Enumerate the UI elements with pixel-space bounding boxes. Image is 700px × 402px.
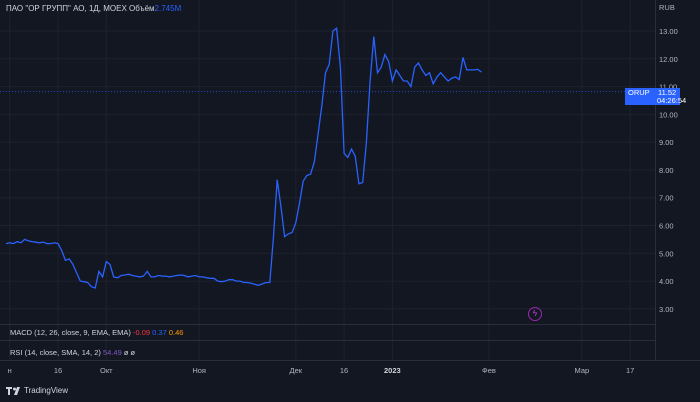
- price-tick-label: 3.00: [659, 305, 674, 314]
- time-tick-label: Окт: [100, 366, 113, 375]
- price-tick-label: 9.00: [659, 138, 674, 147]
- price-tag-value: 11.52: [658, 88, 677, 97]
- macd-value-1: -0.09: [132, 328, 151, 337]
- price-tick-label: 10.00: [659, 110, 678, 119]
- grid: [0, 0, 655, 360]
- rsi-value-3: ø: [130, 348, 136, 357]
- time-tick-label: Дек: [290, 366, 303, 375]
- price-tick-label: 11.00: [659, 83, 677, 92]
- price-tick-label: 12.00: [659, 55, 678, 64]
- tradingview-icon: [6, 386, 20, 395]
- price-tick-label: 13.00: [659, 27, 678, 36]
- price-axis: 3.00 4.00 5.00 6.00 7.00 8.00 9.00 10.00 11.00 12…: [659, 27, 678, 314]
- symbol-title: ПАО "ОР ГРУПП" АО, 1Д, MOEX: [6, 4, 127, 13]
- currency-label: RUB: [659, 3, 675, 12]
- volume-value: 2.745M: [154, 4, 182, 13]
- price-tag-countdown: 04:26:54: [657, 96, 687, 105]
- time-tick-label: Ноя: [192, 366, 206, 375]
- macd-legend[interactable]: MACD (12, 26, close, 9, EMA, EMA) -0.09 …: [10, 328, 183, 337]
- lightning-icon[interactable]: ϟ: [528, 307, 542, 321]
- price-tick-label: 7.00: [659, 194, 674, 203]
- time-tick-label: 16: [54, 366, 62, 375]
- price-tick-label: 6.00: [659, 222, 674, 231]
- tradingview-name: TradingView: [24, 386, 69, 395]
- macd-value-3: 0.46: [168, 328, 184, 337]
- time-axis: н 16 Окт Ноя Дек 16 2023 Фев Мар 17: [8, 366, 635, 375]
- macd-label: MACD (12, 26, close, 9, EMA, EMA): [10, 328, 131, 337]
- volume-label: Объём: [129, 4, 155, 13]
- price-tick-label: 4.00: [659, 277, 674, 286]
- time-tick-label: Фев: [482, 366, 496, 375]
- rsi-value-2: ø: [123, 348, 129, 357]
- time-tick-label: н: [8, 366, 12, 375]
- time-tick-label: Мар: [574, 366, 589, 375]
- time-tick-label: 2023: [384, 366, 401, 375]
- price-line: [5, 26, 482, 289]
- rsi-label: RSI (14, close, SMA, 14, 2): [10, 348, 101, 357]
- price-tick-label: 5.00: [659, 249, 674, 258]
- tradingview-logo[interactable]: TradingView: [6, 386, 68, 395]
- time-tick-label: 16: [340, 366, 348, 375]
- last-price-tag: ORUP 11.52 04:26:54: [625, 88, 686, 105]
- macd-value-2: 0.37: [152, 328, 167, 337]
- price-tick-label: 8.00: [659, 166, 674, 175]
- rsi-legend[interactable]: RSI (14, close, SMA, 14, 2) 54.49 ø ø: [10, 348, 135, 357]
- symbol-legend[interactable]: ПАО "ОР ГРУПП" АО, 1Д, MOEX Объём2.745M: [6, 4, 181, 13]
- time-tick-label: 17: [626, 366, 634, 375]
- rsi-value-1: 54.49: [102, 348, 122, 357]
- price-tag-symbol: ORUP: [628, 88, 650, 97]
